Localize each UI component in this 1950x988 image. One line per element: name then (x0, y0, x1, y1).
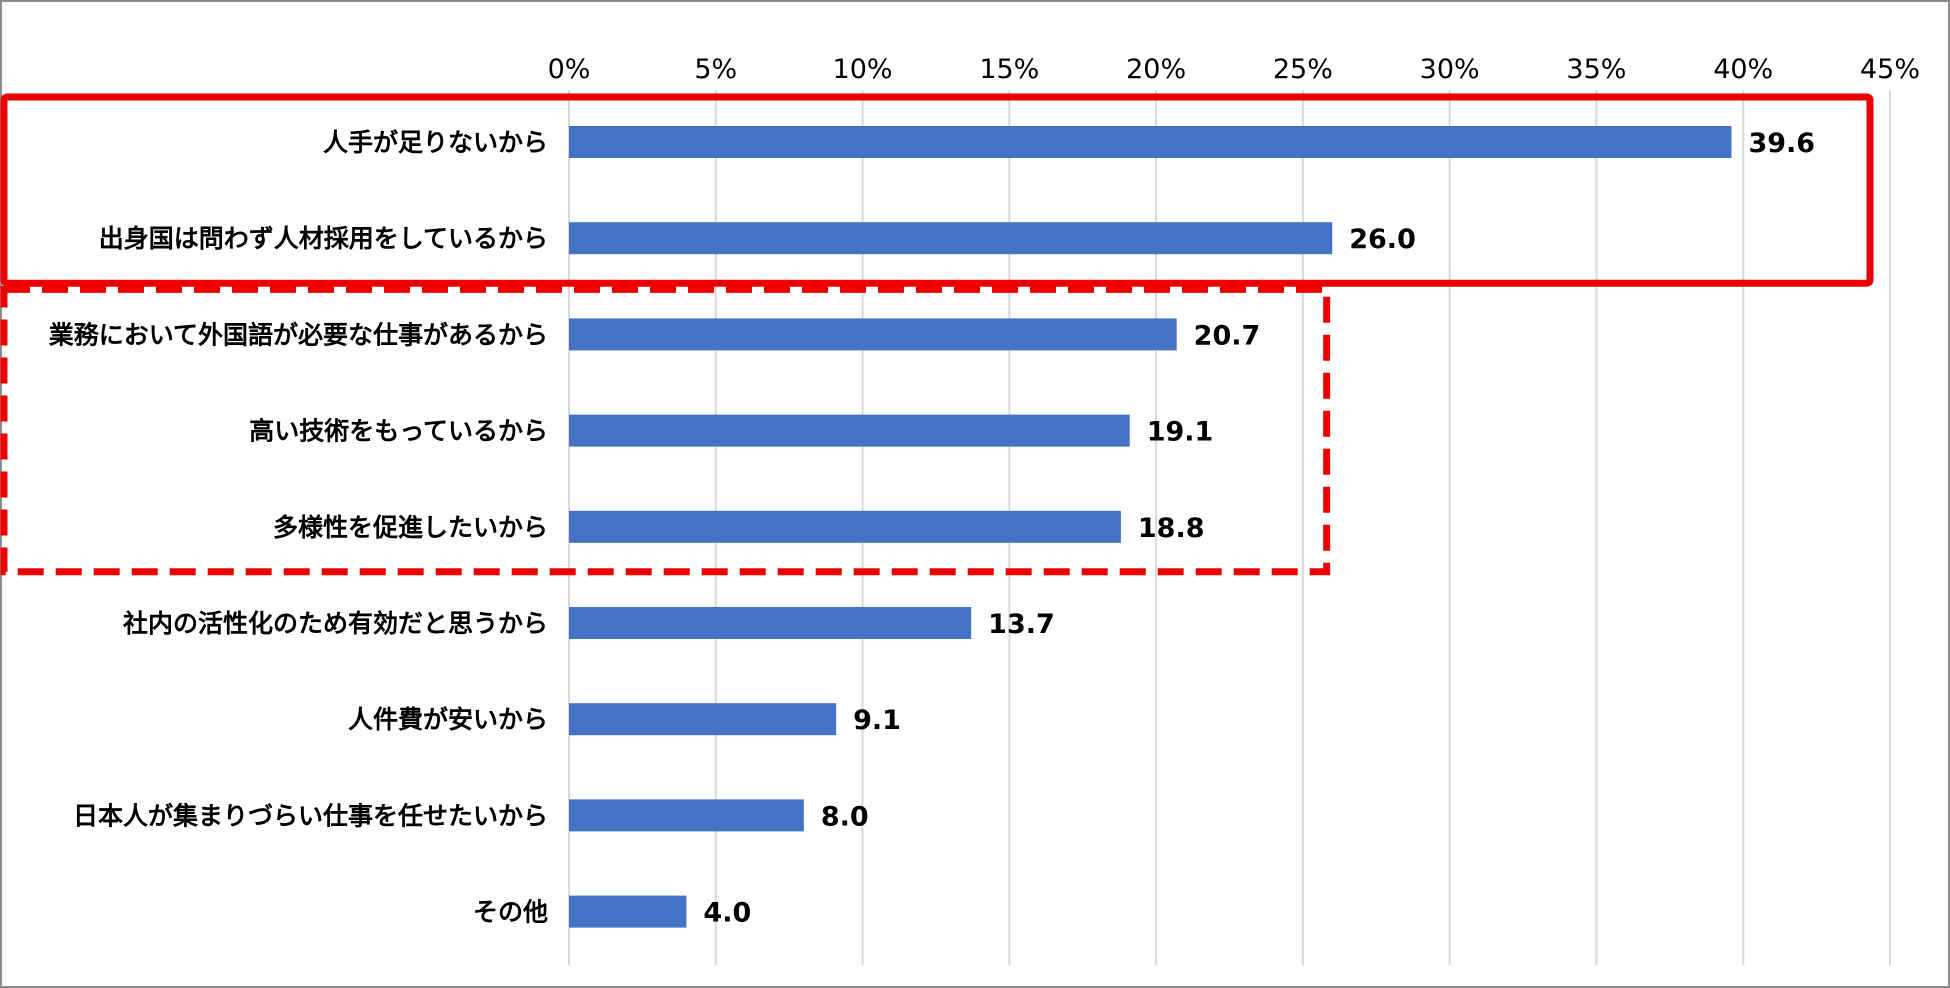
bar (569, 126, 1732, 158)
highlight-box-solid (0, 93, 1874, 287)
x-tick-label: 20% (1126, 54, 1186, 85)
data-labels: 39.6 26.0 20.7 19.1 18.8 13.7 9.1 8.0 4.0 (703, 128, 1815, 929)
data-label: 26.0 (1349, 224, 1416, 255)
bar (569, 895, 687, 928)
category-label: 高い技術をもっているから (249, 417, 548, 446)
category-label: その他 (473, 898, 548, 927)
data-label: 4.0 (703, 898, 751, 929)
data-label: 20.7 (1194, 320, 1261, 351)
data-label: 13.7 (988, 609, 1055, 640)
x-tick-label: 0% (548, 54, 591, 85)
x-tick-label: 30% (1420, 54, 1480, 85)
category-label: 日本人が集まりづらい仕事を任せたいから (73, 801, 548, 830)
highlight-boxes (0, 93, 1874, 576)
bar (569, 607, 972, 639)
bar (569, 799, 804, 832)
bar (569, 703, 837, 736)
bar (569, 318, 1177, 351)
bar (569, 222, 1333, 255)
x-tick-label: 40% (1713, 54, 1773, 85)
data-label: 39.6 (1748, 128, 1815, 159)
x-tick-label: 10% (833, 54, 893, 85)
category-label: 多様性を促進したいから (273, 513, 548, 542)
bar (569, 510, 1121, 543)
x-tick-label: 25% (1273, 54, 1333, 85)
data-label: 18.8 (1138, 513, 1205, 544)
category-label: 社内の活性化のため有効だと思うから (123, 609, 548, 638)
x-tick-label: 45% (1860, 54, 1920, 85)
bar (569, 414, 1130, 447)
x-tick-label: 35% (1566, 54, 1626, 85)
data-label: 19.1 (1147, 417, 1214, 448)
bars (569, 126, 1732, 928)
x-tick-label: 15% (979, 54, 1039, 85)
highlight-box-dashed (0, 285, 1331, 576)
category-label: 業務において外国語が必要な仕事があるから (49, 320, 548, 349)
category-label: 出身国は問わず人材採用をしているから (99, 224, 548, 253)
data-label: 8.0 (821, 801, 869, 832)
x-tick-label: 5% (694, 54, 737, 85)
x-axis-ticks: 0% 5% 10% 15% 20% 25% 30% 35% 40% 45% (548, 54, 1920, 85)
category-labels: 人手が足りないから出身国は問わず人材採用をしているから業務において外国語が必要な… (49, 128, 548, 927)
data-label: 9.1 (853, 705, 901, 736)
category-label: 人手が足りないから (323, 128, 548, 157)
category-label: 人件費が安いから (348, 705, 548, 734)
